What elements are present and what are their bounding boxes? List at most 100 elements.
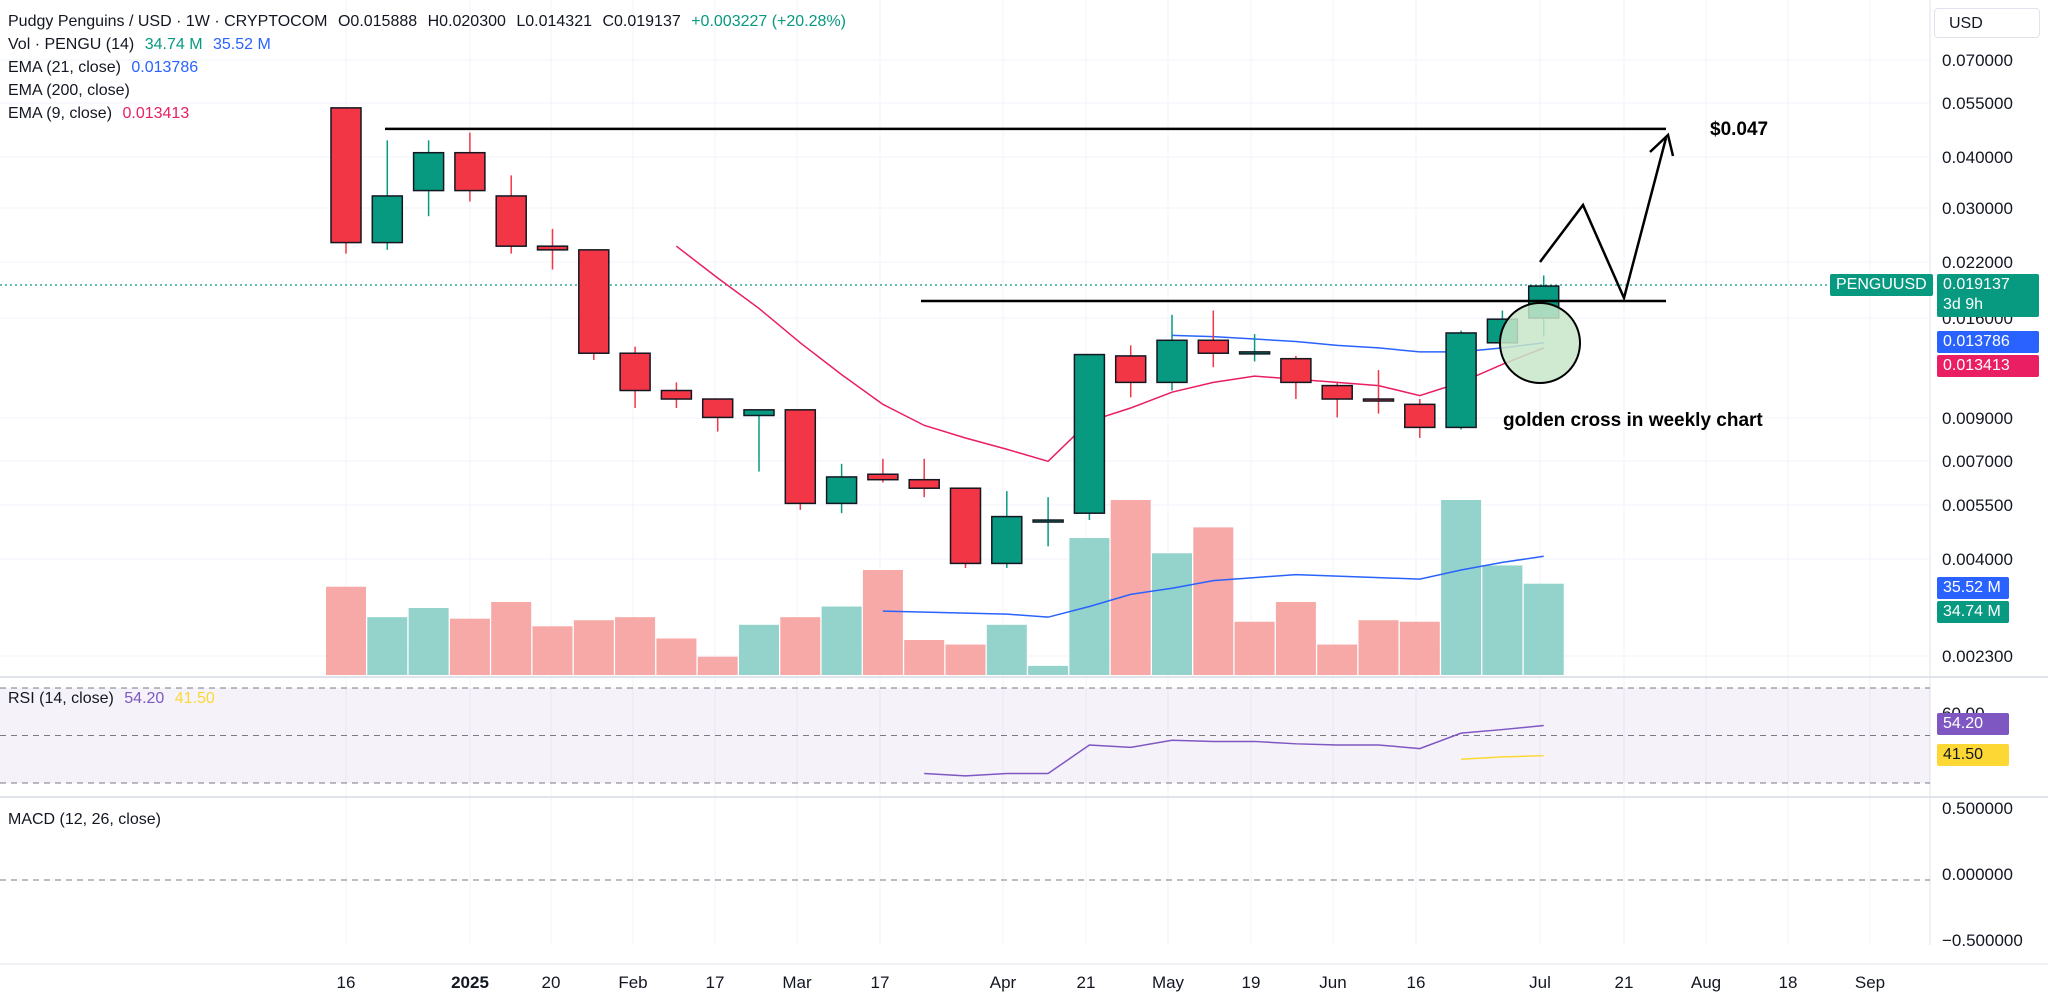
candle (1156, 314, 1188, 391)
candle (371, 140, 404, 250)
price-tick-label: 0.030000 (1942, 199, 2013, 218)
macd-label: MACD (12, 26, close) (8, 811, 161, 828)
projection-path (1539, 137, 1668, 302)
candle (619, 346, 651, 408)
volume-bar (1152, 553, 1192, 675)
candle (1197, 310, 1230, 368)
countdown-value: 3d 9h (1943, 296, 1984, 313)
volume-bar (945, 644, 986, 675)
ema200-label: EMA (200, close) (8, 82, 130, 99)
rsi-value: 54.20 (124, 690, 165, 707)
candle-body (1280, 357, 1312, 384)
candle (825, 463, 858, 514)
volume-bar (1482, 565, 1523, 675)
volume-bar (491, 601, 532, 675)
candle (1280, 355, 1312, 400)
time-tick-label: Feb (618, 973, 647, 992)
volume-ma-value: 35.52 M (212, 36, 271, 53)
macd-legend[interactable]: MACD (12, 26, close) (8, 808, 161, 831)
candle (330, 107, 362, 254)
time-tick-label: 2025 (451, 973, 489, 992)
volume-bar (904, 640, 945, 675)
volume-bar (1358, 620, 1399, 675)
ema21-legend[interactable]: EMA (21, close) 0.013786 (8, 56, 198, 79)
candle-body (1321, 384, 1353, 400)
candle (1321, 382, 1353, 418)
open-value: O0.015888 (337, 13, 418, 30)
candle (1032, 497, 1064, 547)
candle (949, 487, 982, 568)
time-tick-label: 21 (1077, 973, 1096, 992)
volume-ma-tag: 35.52 M (1937, 577, 2009, 599)
candle (578, 249, 610, 361)
macd-tick-label: −0.500000 (1942, 931, 2023, 950)
candle-body (784, 409, 817, 505)
symbol-tag: PENGUUSD (1830, 274, 1933, 296)
volume-tag: 34.74 M (1937, 601, 2009, 623)
volume-legend[interactable]: Vol · PENGU (14) 34.74 M 35.52 M (8, 33, 271, 56)
volume-bar (615, 617, 656, 675)
candle-body (371, 195, 404, 244)
volume-ma-line (882, 555, 1544, 618)
macd-tick-label: 0.000000 (1942, 865, 2013, 884)
time-tick-label: Sep (1855, 973, 1885, 992)
candle (1114, 345, 1147, 398)
last-price-value: 0.019137 (1943, 276, 2010, 293)
price-tick-label: 0.007000 (1942, 452, 2013, 471)
rsi-ma-line (1461, 754, 1544, 760)
ema21-label: EMA (21, close) (8, 59, 121, 76)
volume-bar (1441, 500, 1482, 675)
time-tick-label: 21 (1615, 973, 1634, 992)
time-tick-label: Jul (1529, 973, 1551, 992)
candle-body (1156, 339, 1188, 384)
volume-bar (1523, 583, 1564, 675)
time-axis[interactable]: 16 2025 20 Feb 17 Mar 17 Apr 21 May 19 Jun 16 Jul 21 Au… (0, 963, 2048, 992)
volume-bars (326, 500, 1564, 675)
candle (660, 382, 693, 408)
rsi-legend[interactable]: RSI (14, close) 54.20 41.50 (8, 687, 215, 710)
volume-bar (986, 624, 1027, 675)
grid-lines (0, 0, 2048, 945)
ema9-price-tag: 0.013413 (1937, 355, 2039, 377)
ema200-legend[interactable]: EMA (200, close) (8, 79, 130, 102)
rsi-ma-tag: 41.50 (1937, 744, 2009, 766)
rsi-pane: 60.00 (0, 687, 1985, 784)
candle-body (825, 476, 858, 505)
rsi-label: RSI (14, close) (8, 690, 114, 707)
candle-body (1404, 403, 1436, 429)
ema9-legend[interactable]: EMA (9, close) 0.013413 (8, 102, 189, 125)
drawing-annotations[interactable]: $0.047 golden cross in weekly chart (385, 119, 1768, 431)
low-value: L0.014321 (516, 13, 592, 30)
candle (908, 458, 940, 498)
price-tick-label: 0.070000 (1942, 51, 2013, 70)
volume-bar (862, 570, 903, 675)
candle-body (330, 107, 362, 244)
volume-bar (573, 620, 614, 675)
rsi-line (924, 724, 1544, 777)
volume-bar (821, 606, 862, 675)
price-tick-label: 0.009000 (1942, 409, 2013, 428)
target-label: $0.047 (1710, 119, 1768, 140)
candle-body (1073, 353, 1106, 514)
volume-bar (326, 586, 366, 675)
candle (991, 491, 1023, 568)
volume-bar (532, 626, 573, 675)
currency-button[interactable]: USD (1934, 8, 2040, 38)
candle (867, 458, 899, 483)
ema9-line (675, 245, 1544, 463)
ema21-price-tag: 0.013786 (1937, 331, 2039, 353)
candle (536, 228, 569, 270)
candlesticks (330, 107, 1560, 568)
price-tick-label: 0.004000 (1942, 550, 2013, 569)
ema9-label: EMA (9, close) (8, 105, 113, 122)
candle-body (1197, 339, 1230, 354)
change-value: +0.003227 (+20.28%) (691, 13, 846, 30)
candle (1404, 399, 1436, 438)
price-axis[interactable]: 0.070000 0.055000 0.040000 0.030000 0.022000… (1942, 51, 2013, 666)
volume-bar (1193, 527, 1234, 675)
time-tick-label: 19 (1242, 973, 1261, 992)
candle (1445, 330, 1477, 430)
last-price-tag: 0.019137 3d 9h (1937, 274, 2039, 317)
time-tick-label: Jun (1319, 973, 1346, 992)
